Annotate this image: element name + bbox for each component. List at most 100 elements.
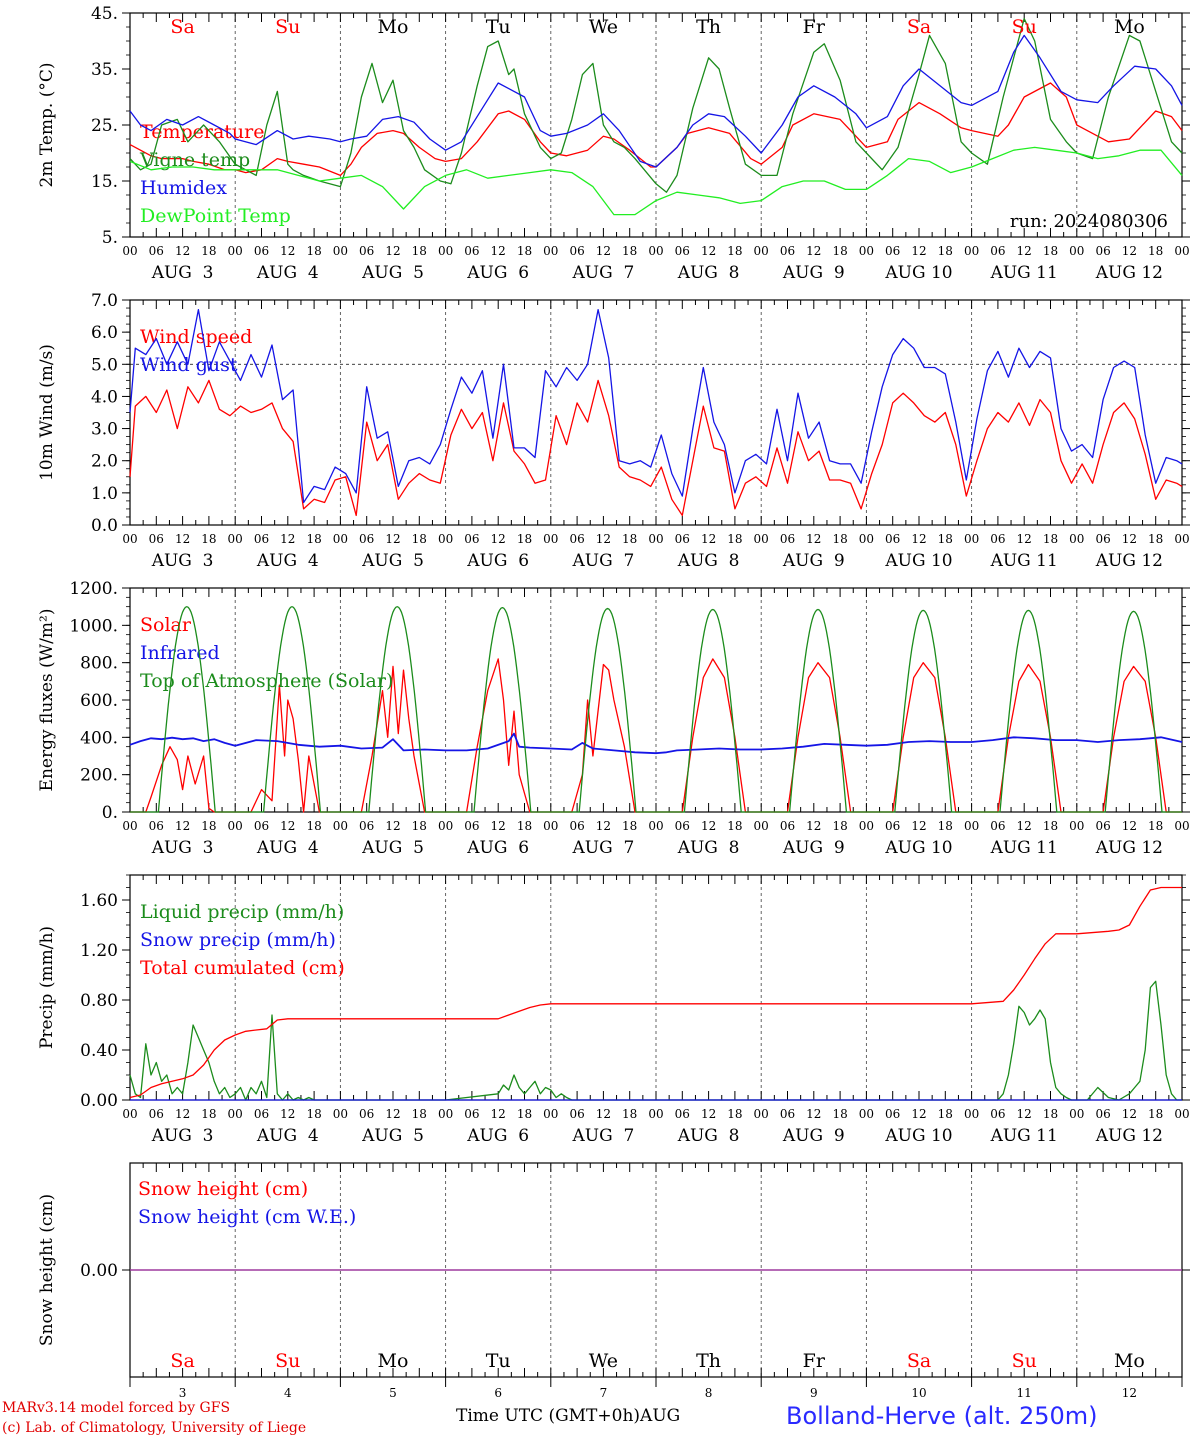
hour-tick-label: 12 xyxy=(806,244,821,258)
panel-2: 00 06 12 18 00 06 12 18 00 06 12 18 00 06 12 18 00 06 12 18… xyxy=(37,291,1190,571)
hour-tick-label: 00 xyxy=(754,1107,769,1121)
legend-entry: Total cumulated (cm) xyxy=(140,957,345,979)
hour-tick-label: 12 xyxy=(175,1107,190,1121)
hour-tick-label: 06 xyxy=(885,244,900,258)
hour-tick-label: 12 xyxy=(1122,244,1137,258)
hour-tick-label: 12 xyxy=(1017,532,1032,546)
day-name-label: Sa xyxy=(907,1350,931,1372)
series-line-infrared xyxy=(129,732,1183,755)
hour-tick-label: 12 xyxy=(911,244,926,258)
hour-tick-label: 00 xyxy=(859,532,874,546)
hour-tick-label: 00 xyxy=(438,1107,453,1121)
hour-tick-label: 00 xyxy=(333,1107,348,1121)
hour-tick-label: 12 xyxy=(385,819,400,833)
hour-tick-label: 06 xyxy=(569,532,584,546)
hour-tick-label: 18 xyxy=(201,1107,216,1121)
hour-tick-label: 18 xyxy=(517,532,532,546)
day-name-label: Sa xyxy=(170,16,194,38)
hour-tick-label: 12 xyxy=(911,819,926,833)
hour-tick-label: 00 xyxy=(543,1107,558,1121)
hour-tick-label: 12 xyxy=(175,819,190,833)
day-number-label: 11 xyxy=(1017,1386,1032,1400)
date-label: AUG 10 xyxy=(884,551,952,571)
day-number-label: 12 xyxy=(1122,1386,1137,1400)
day-number-label: 7 xyxy=(600,1386,608,1400)
y-tick-label: 0.40 xyxy=(80,1041,118,1061)
day-name-label: Su xyxy=(275,16,300,38)
hour-tick-label: 12 xyxy=(806,1107,821,1121)
hour-tick-label: 12 xyxy=(280,532,295,546)
date-label: AUG 8 xyxy=(677,838,740,858)
date-label: AUG 12 xyxy=(1095,1126,1163,1146)
model-credit: MARv3.14 model forced by GFS xyxy=(2,1400,231,1416)
hour-tick-label: 06 xyxy=(780,244,795,258)
hour-tick-label: 12 xyxy=(701,1107,716,1121)
panel-3: 00 06 12 18 00 06 12 18 00 06 12 18 00 06 12 18 00 06 12 18… xyxy=(37,579,1190,858)
hour-tick-label: 12 xyxy=(175,532,190,546)
y-tick-label: 1.0 xyxy=(91,484,118,504)
hour-tick-label: 18 xyxy=(1043,819,1058,833)
hour-tick-label: 12 xyxy=(1122,532,1137,546)
legend-entry: Infrared xyxy=(140,642,220,664)
hour-tick-label: 12 xyxy=(491,1107,506,1121)
hour-tick-label: 18 xyxy=(306,244,321,258)
y-tick-label: 5. xyxy=(102,228,118,248)
date-label: AUG 10 xyxy=(884,1126,952,1146)
date-label: AUG 9 xyxy=(782,1126,845,1146)
hour-tick-label: 00 xyxy=(543,532,558,546)
date-label: AUG 7 xyxy=(571,1126,634,1146)
hour-tick-label: 12 xyxy=(491,532,506,546)
hour-tick-label: 00 xyxy=(1174,1107,1189,1121)
date-label: AUG 8 xyxy=(677,1126,740,1146)
date-label: AUG 3 xyxy=(151,263,214,283)
hour-tick-label: 18 xyxy=(1043,244,1058,258)
day-number-label: 6 xyxy=(494,1386,502,1400)
hour-tick-label: 06 xyxy=(149,1107,164,1121)
hour-tick-label: 00 xyxy=(964,819,979,833)
hour-tick-label: 06 xyxy=(254,819,269,833)
hour-tick-label: 12 xyxy=(701,244,716,258)
legend-entry: Vigne temp xyxy=(139,149,250,171)
day-name-label: Sa xyxy=(907,16,931,38)
hour-tick-label: 18 xyxy=(517,1107,532,1121)
hour-tick-label: 18 xyxy=(832,1107,847,1121)
day-name-label: We xyxy=(589,16,618,38)
panel-1: 00 06 12 18 00 06 12 18 00 06 12 18 00 06 12 18 00 06 12 18… xyxy=(37,4,1190,283)
hour-tick-label: 00 xyxy=(1069,532,1084,546)
hour-tick-label: 00 xyxy=(964,244,979,258)
hour-tick-label: 00 xyxy=(859,244,874,258)
y-tick-label: 0.00 xyxy=(80,1091,118,1111)
hour-tick-label: 18 xyxy=(201,532,216,546)
y-tick-label: 1200. xyxy=(69,579,118,599)
hour-tick-label: 18 xyxy=(306,819,321,833)
hour-tick-label: 06 xyxy=(464,1107,479,1121)
y-axis-label: Energy fluxes (W/m²) xyxy=(37,609,57,792)
series-line-vigne-temp xyxy=(129,17,1183,193)
hour-tick-label: 12 xyxy=(1017,244,1032,258)
hour-tick-label: 00 xyxy=(122,532,137,546)
hour-tick-label: 12 xyxy=(1122,819,1137,833)
day-name-label: Fr xyxy=(803,16,826,38)
hour-tick-label: 18 xyxy=(727,244,742,258)
date-label: AUG 3 xyxy=(151,551,214,571)
hour-tick-label: 12 xyxy=(701,819,716,833)
hour-tick-label: 06 xyxy=(1095,1107,1110,1121)
hour-tick-label: 12 xyxy=(385,532,400,546)
hour-tick-label: 06 xyxy=(359,244,374,258)
legend-entry: Temperature xyxy=(140,121,264,143)
hour-tick-label: 18 xyxy=(622,532,637,546)
hour-tick-label: 06 xyxy=(675,819,690,833)
series-line-temperature xyxy=(129,82,1183,177)
hour-tick-label: 00 xyxy=(1069,244,1084,258)
day-name-label: Fr xyxy=(803,1350,826,1372)
y-tick-label: 15. xyxy=(91,172,118,192)
date-label: AUG 5 xyxy=(361,1126,424,1146)
y-tick-label: 4.0 xyxy=(91,387,118,407)
hour-tick-label: 12 xyxy=(596,244,611,258)
date-label: AUG 11 xyxy=(990,1126,1058,1146)
date-label: AUG 11 xyxy=(990,551,1058,571)
hour-tick-label: 00 xyxy=(1174,532,1189,546)
y-tick-label: 1.60 xyxy=(80,891,118,911)
day-number-label: 8 xyxy=(705,1386,713,1400)
hour-tick-label: 00 xyxy=(122,244,137,258)
